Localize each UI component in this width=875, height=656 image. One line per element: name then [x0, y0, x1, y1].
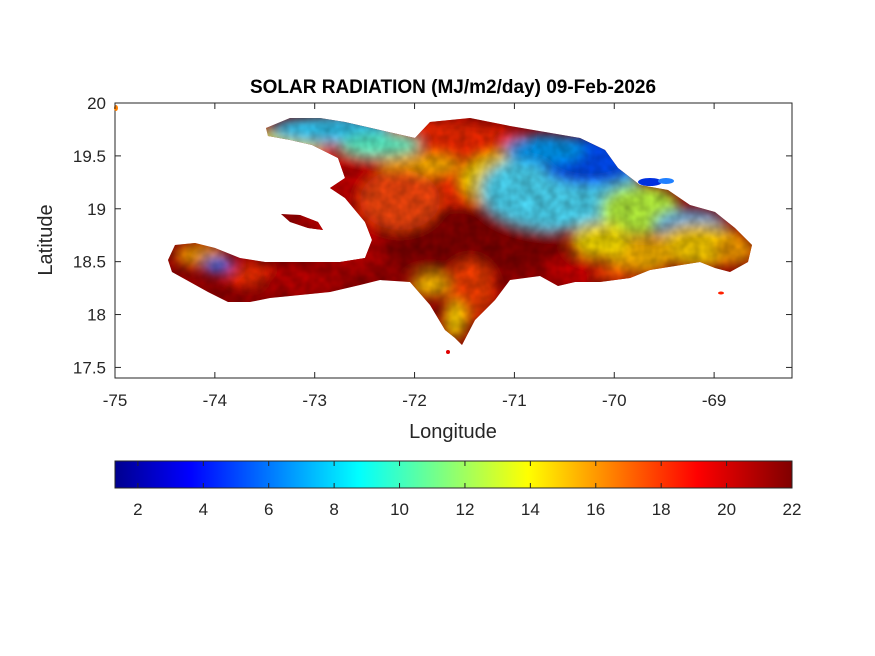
colorbar-tick-label: 2	[133, 500, 142, 519]
y-tick-label: 17.5	[73, 358, 106, 377]
small-island	[718, 291, 724, 295]
colorbar-tick-label: 20	[717, 500, 736, 519]
x-axis-label: Longitude	[409, 421, 497, 443]
y-tick-label: 19	[87, 200, 106, 219]
colorbar-ticks: 2 4 6 8 10 12 14 16 18 20 22	[133, 461, 801, 519]
y-axis: 17.5 18 18.5 19 19.5 20	[73, 94, 792, 377]
colorbar	[114, 460, 793, 489]
y-tick-label: 20	[87, 94, 106, 113]
x-tick-label: -69	[702, 391, 727, 410]
small-island	[638, 178, 662, 186]
y-tick-label: 19.5	[73, 147, 106, 166]
chart-title: SOLAR RADIATION (MJ/m2/day) 09-Feb-2026	[250, 77, 656, 98]
small-island	[446, 350, 450, 354]
colorbar-tick-label: 16	[586, 500, 605, 519]
x-tick-label: -73	[302, 391, 327, 410]
colorbar-tick-label: 18	[652, 500, 671, 519]
colorbar-tick-label: 12	[455, 500, 474, 519]
y-tick-label: 18.5	[73, 253, 106, 272]
colorbar-tick-label: 10	[390, 500, 409, 519]
y-tick-label: 18	[87, 306, 106, 325]
x-axis: -75 -74 -73 -72 -71 -70 -69	[103, 103, 727, 410]
x-tick-label: -72	[402, 391, 427, 410]
x-tick-label: -70	[602, 391, 627, 410]
small-island	[658, 178, 674, 184]
y-axis-label: Latitude	[35, 204, 57, 275]
colorbar-tick-label: 14	[521, 500, 540, 519]
colorbar-tick-label: 4	[199, 500, 208, 519]
colorbar-tick-label: 6	[264, 500, 273, 519]
colorbar-tick-label: 22	[783, 500, 802, 519]
x-tick-label: -74	[203, 391, 228, 410]
colorbar-tick-label: 8	[329, 500, 338, 519]
x-tick-label: -75	[103, 391, 128, 410]
x-tick-label: -71	[502, 391, 527, 410]
